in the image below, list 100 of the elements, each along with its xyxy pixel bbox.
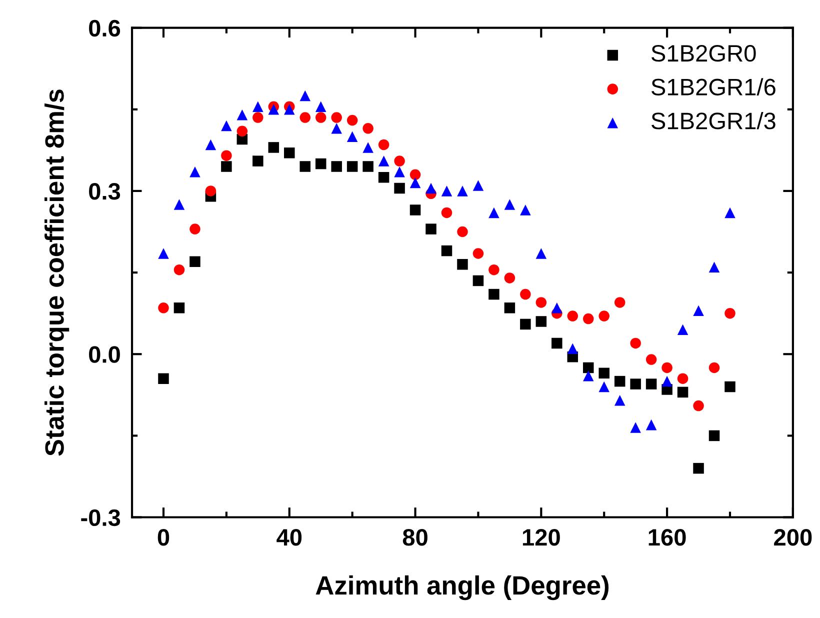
point xyxy=(441,186,452,196)
point xyxy=(504,272,516,284)
point xyxy=(708,262,720,272)
point xyxy=(472,275,484,286)
point xyxy=(394,182,405,194)
point xyxy=(472,180,484,191)
point xyxy=(536,248,547,259)
point xyxy=(236,126,248,137)
point xyxy=(552,302,562,314)
point xyxy=(504,199,516,210)
point xyxy=(300,112,310,123)
x-tick-label: 160 xyxy=(648,529,686,546)
x-tick-label: 80 xyxy=(402,529,428,546)
point xyxy=(441,207,452,218)
point xyxy=(394,156,405,166)
point xyxy=(693,400,704,412)
point xyxy=(331,123,342,134)
point xyxy=(362,161,374,172)
point xyxy=(488,207,500,218)
point xyxy=(536,297,547,308)
point xyxy=(378,156,390,166)
point xyxy=(614,297,626,308)
point xyxy=(410,177,421,188)
x-tick-label: 120 xyxy=(522,529,560,546)
point xyxy=(472,248,484,259)
point xyxy=(315,112,326,123)
point xyxy=(221,120,232,132)
point xyxy=(315,158,326,170)
point xyxy=(378,139,390,150)
point xyxy=(410,204,421,216)
point xyxy=(362,142,374,153)
point xyxy=(582,313,594,324)
point xyxy=(205,139,216,150)
y-tick-label: 0.3 xyxy=(89,183,120,200)
point xyxy=(394,166,405,178)
point xyxy=(362,123,374,134)
point xyxy=(158,373,169,384)
point xyxy=(567,310,578,322)
point xyxy=(646,354,657,365)
point xyxy=(457,259,468,270)
point xyxy=(614,376,626,387)
point xyxy=(190,166,200,178)
point xyxy=(158,302,169,314)
point xyxy=(268,104,280,115)
point xyxy=(378,172,390,183)
legend-label: S1B2GR1/6 xyxy=(651,78,776,96)
point xyxy=(693,462,704,474)
point xyxy=(205,186,216,196)
point xyxy=(677,373,688,384)
point xyxy=(457,226,468,238)
point xyxy=(268,142,280,153)
point xyxy=(426,182,436,194)
point xyxy=(536,316,547,327)
point xyxy=(441,245,452,256)
point xyxy=(488,264,500,276)
point xyxy=(252,101,264,112)
point xyxy=(346,131,358,142)
point xyxy=(708,430,720,442)
x-tick-label: 40 xyxy=(276,529,302,546)
point xyxy=(252,156,264,166)
point xyxy=(221,161,232,172)
point xyxy=(724,308,736,319)
point xyxy=(662,362,672,374)
point xyxy=(190,256,200,268)
point xyxy=(614,394,626,406)
point xyxy=(724,381,736,392)
point xyxy=(567,343,578,354)
y-axis-title: Static torque coefficient 8m/s xyxy=(44,90,70,456)
point xyxy=(677,324,688,336)
point xyxy=(630,422,641,433)
point xyxy=(284,104,295,115)
point xyxy=(582,362,594,374)
point xyxy=(662,376,672,387)
point xyxy=(174,302,185,314)
point xyxy=(520,204,531,216)
point xyxy=(708,362,720,374)
point xyxy=(252,112,264,123)
y-tick-label: 0.6 xyxy=(89,20,120,37)
legend-label: S1B2GR1/3 xyxy=(651,112,776,130)
point xyxy=(598,310,610,322)
point xyxy=(520,318,531,330)
point xyxy=(630,338,641,349)
point xyxy=(630,378,641,390)
y-tick-label: 0.0 xyxy=(89,346,120,363)
point xyxy=(457,186,468,196)
point xyxy=(520,288,531,300)
point xyxy=(646,419,657,430)
point xyxy=(410,169,421,180)
point xyxy=(426,224,436,234)
legend-label: S1B2GR0 xyxy=(651,44,756,62)
point xyxy=(315,101,326,112)
point xyxy=(221,150,232,161)
x-tick-label: 200 xyxy=(774,529,812,546)
point xyxy=(646,378,657,390)
x-axis-title: Azimuth angle (Degree) xyxy=(316,575,609,600)
point xyxy=(488,288,500,300)
point xyxy=(331,161,342,172)
point xyxy=(346,114,358,126)
point xyxy=(598,381,610,392)
point xyxy=(724,207,736,218)
